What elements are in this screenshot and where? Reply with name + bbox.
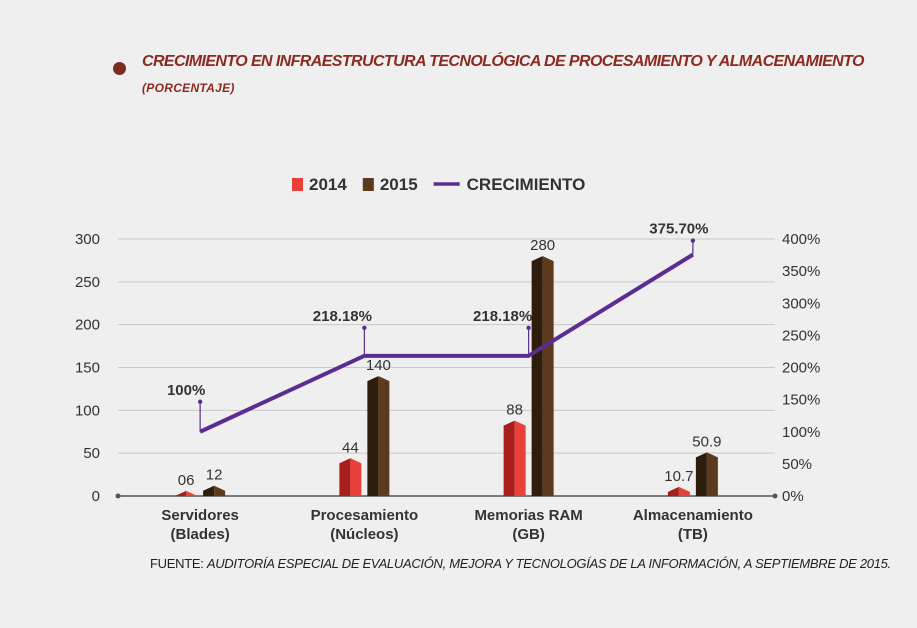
legend-label: 2014 bbox=[309, 175, 347, 194]
y-tick-label: 300 bbox=[75, 231, 100, 248]
data-label-2014: 44 bbox=[342, 439, 359, 456]
data-label-CRECIMIENTO: 100% bbox=[167, 382, 205, 399]
data-label-2015: 12 bbox=[206, 467, 223, 484]
y-tick-label: 100 bbox=[75, 402, 100, 419]
data-label-2015: 140 bbox=[366, 357, 391, 374]
legend-swatch-2014 bbox=[292, 178, 303, 191]
data-label-2014: 06 bbox=[178, 472, 195, 489]
bar-2015 bbox=[695, 452, 718, 496]
y2-tick-label: 200% bbox=[782, 360, 820, 377]
bar-2015 bbox=[531, 256, 554, 496]
chart-title: CRECIMIENTO EN INFRAESTRUCTURA TECNOLÓGI… bbox=[142, 53, 864, 70]
legend-label: CRECIMIENTO bbox=[467, 175, 586, 194]
data-label-2014: 88 bbox=[506, 402, 523, 419]
x-tick-label: (TB) bbox=[678, 526, 708, 543]
title-bullet bbox=[113, 62, 126, 75]
line-label-dot bbox=[690, 238, 696, 243]
x-tick-label: Almacenamiento bbox=[633, 507, 753, 524]
data-label-CRECIMIENTO: 375.70% bbox=[649, 221, 708, 238]
legend-label: 2015 bbox=[380, 175, 418, 194]
y-tick-label: 0 bbox=[92, 488, 100, 505]
y2-tick-label: 250% bbox=[782, 327, 820, 344]
line-label-dot bbox=[526, 325, 531, 331]
x-tick-label: Servidores bbox=[161, 507, 239, 524]
data-label-CRECIMIENTO: 218.18% bbox=[313, 308, 372, 325]
y2-tick-label: 150% bbox=[782, 392, 820, 409]
axis-end-dot bbox=[772, 493, 778, 499]
axis-end-dot bbox=[115, 493, 121, 499]
line-label-dot bbox=[362, 325, 367, 331]
bar-2015 bbox=[367, 376, 390, 496]
data-label-2015: 50.9 bbox=[692, 433, 721, 450]
y2-tick-label: 350% bbox=[782, 263, 820, 280]
line-label-dot bbox=[197, 399, 203, 404]
bar-2014 bbox=[339, 458, 362, 496]
x-tick-label: (Núcleos) bbox=[330, 526, 398, 543]
x-tick-label: (Blades) bbox=[171, 526, 230, 543]
y2-tick-label: 0% bbox=[782, 488, 804, 505]
x-tick-label: Memorias RAM bbox=[474, 507, 582, 524]
bar-2014 bbox=[175, 490, 198, 496]
x-tick-label: (GB) bbox=[512, 526, 545, 543]
source-label: FUENTE: bbox=[150, 556, 204, 571]
y2-tick-label: 400% bbox=[782, 231, 820, 248]
bar-2014 bbox=[667, 486, 690, 496]
y-tick-label: 200 bbox=[75, 317, 100, 334]
y-tick-label: 50 bbox=[83, 445, 100, 462]
chart-subtitle: (PORCENTAJE) bbox=[142, 81, 235, 95]
bar-2015 bbox=[203, 485, 226, 496]
y2-tick-label: 50% bbox=[782, 456, 812, 473]
source-note: FUENTE: AUDITORÍA ESPECIAL DE EVALUACIÓN… bbox=[150, 556, 891, 571]
data-label-CRECIMIENTO: 218.18% bbox=[473, 308, 532, 325]
series-line-CRECIMIENTO bbox=[199, 252, 694, 434]
y2-tick-label: 300% bbox=[782, 295, 820, 312]
data-label-2015: 280 bbox=[530, 237, 555, 254]
data-label-2014: 10.7 bbox=[664, 468, 693, 485]
bar-2014 bbox=[503, 420, 526, 496]
y2-tick-label: 100% bbox=[782, 424, 820, 441]
y-tick-label: 150 bbox=[75, 360, 100, 377]
legend-swatch-2015 bbox=[362, 178, 374, 191]
x-tick-label: Procesamiento bbox=[311, 507, 419, 524]
source-text: AUDITORÍA ESPECIAL DE EVALUACIÓN, MEJORA… bbox=[206, 556, 891, 571]
y-tick-label: 250 bbox=[75, 274, 100, 291]
